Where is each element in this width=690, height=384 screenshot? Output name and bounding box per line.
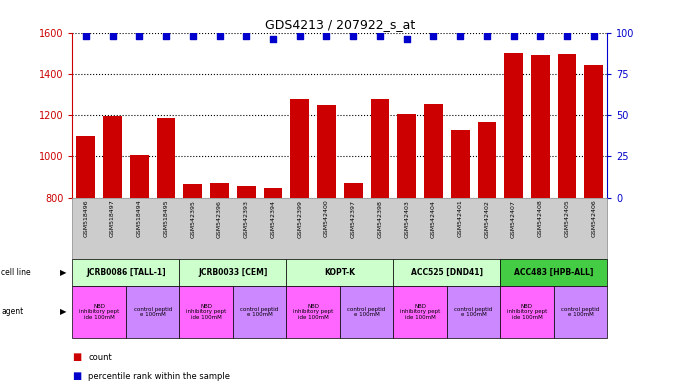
Text: NBD
inhibitory pept
ide 100mM: NBD inhibitory pept ide 100mM [186, 304, 226, 320]
Point [589, 33, 600, 39]
Text: GSM542404: GSM542404 [431, 200, 436, 238]
Bar [237, 186, 255, 363]
Bar [210, 183, 229, 363]
Bar [531, 55, 550, 363]
Text: KOPT-K: KOPT-K [324, 268, 355, 277]
Point [214, 33, 225, 39]
Point [107, 33, 118, 39]
Text: count: count [88, 353, 112, 362]
Point [535, 33, 546, 39]
Text: GSM542403: GSM542403 [404, 200, 409, 238]
Bar [477, 122, 496, 363]
Text: GSM518497: GSM518497 [110, 200, 115, 237]
Text: control peptid
e 100mM: control peptid e 100mM [241, 306, 279, 318]
Point [508, 33, 519, 39]
Bar [157, 118, 175, 363]
Text: cell line: cell line [1, 268, 31, 277]
Point [187, 33, 198, 39]
Text: NBD
inhibitory pept
ide 100mM: NBD inhibitory pept ide 100mM [293, 304, 333, 320]
Point [294, 33, 305, 39]
Text: GSM542396: GSM542396 [217, 200, 222, 238]
Text: JCRB0033 [CEM]: JCRB0033 [CEM] [198, 268, 268, 277]
Text: ▶: ▶ [60, 268, 67, 277]
Text: GSM542408: GSM542408 [538, 200, 543, 237]
Text: ■: ■ [72, 352, 81, 362]
Text: GSM518494: GSM518494 [137, 200, 141, 237]
Bar [317, 105, 336, 363]
Text: GSM542395: GSM542395 [190, 200, 195, 238]
Point [268, 36, 279, 42]
Bar [130, 156, 148, 363]
Text: NBD
inhibitory pept
ide 100mM: NBD inhibitory pept ide 100mM [79, 304, 119, 320]
Text: GSM542406: GSM542406 [591, 200, 596, 237]
Point [348, 33, 359, 39]
Text: control peptid
e 100mM: control peptid e 100mM [562, 306, 600, 318]
Text: ACC483 [HPB-ALL]: ACC483 [HPB-ALL] [514, 268, 593, 277]
Bar [104, 116, 122, 363]
Point [482, 33, 493, 39]
Bar [558, 54, 576, 363]
Bar [371, 99, 389, 363]
Point [428, 33, 439, 39]
Text: GSM542397: GSM542397 [351, 200, 355, 238]
Text: control peptid
e 100mM: control peptid e 100mM [455, 306, 493, 318]
Text: GSM518495: GSM518495 [164, 200, 168, 237]
Point [241, 33, 252, 39]
Text: GSM542398: GSM542398 [377, 200, 382, 238]
Text: NBD
inhibitory pept
ide 100mM: NBD inhibitory pept ide 100mM [507, 304, 547, 320]
Point [321, 33, 332, 39]
Text: GSM542402: GSM542402 [484, 200, 489, 238]
Bar [77, 136, 95, 363]
Bar [424, 104, 443, 363]
Point [401, 36, 412, 42]
Point [80, 33, 91, 39]
Point [562, 33, 573, 39]
Bar [290, 99, 309, 363]
Text: GSM542401: GSM542401 [457, 200, 462, 237]
Bar [451, 130, 469, 363]
Text: percentile rank within the sample: percentile rank within the sample [88, 372, 230, 381]
Bar [344, 183, 362, 363]
Text: ■: ■ [72, 371, 81, 381]
Text: GSM542394: GSM542394 [270, 200, 275, 238]
Bar [184, 184, 202, 363]
Text: GSM542393: GSM542393 [244, 200, 248, 238]
Title: GDS4213 / 207922_s_at: GDS4213 / 207922_s_at [265, 18, 415, 31]
Bar [584, 65, 603, 363]
Text: ACC525 [DND41]: ACC525 [DND41] [411, 268, 483, 277]
Text: GSM542399: GSM542399 [297, 200, 302, 238]
Point [375, 33, 386, 39]
Text: GSM542405: GSM542405 [564, 200, 569, 237]
Text: GSM518496: GSM518496 [83, 200, 88, 237]
Text: JCRB0086 [TALL-1]: JCRB0086 [TALL-1] [86, 268, 166, 277]
Text: agent: agent [1, 308, 23, 316]
Text: control peptid
e 100mM: control peptid e 100mM [348, 306, 386, 318]
Text: control peptid
e 100mM: control peptid e 100mM [134, 306, 172, 318]
Point [134, 33, 145, 39]
Bar [264, 189, 282, 363]
Point [455, 33, 466, 39]
Text: GSM542407: GSM542407 [511, 200, 516, 238]
Bar [504, 53, 523, 363]
Text: GSM542400: GSM542400 [324, 200, 329, 237]
Text: NBD
inhibitory pept
ide 100mM: NBD inhibitory pept ide 100mM [400, 304, 440, 320]
Point [161, 33, 172, 39]
Text: ▶: ▶ [60, 308, 67, 316]
Bar [397, 114, 416, 363]
